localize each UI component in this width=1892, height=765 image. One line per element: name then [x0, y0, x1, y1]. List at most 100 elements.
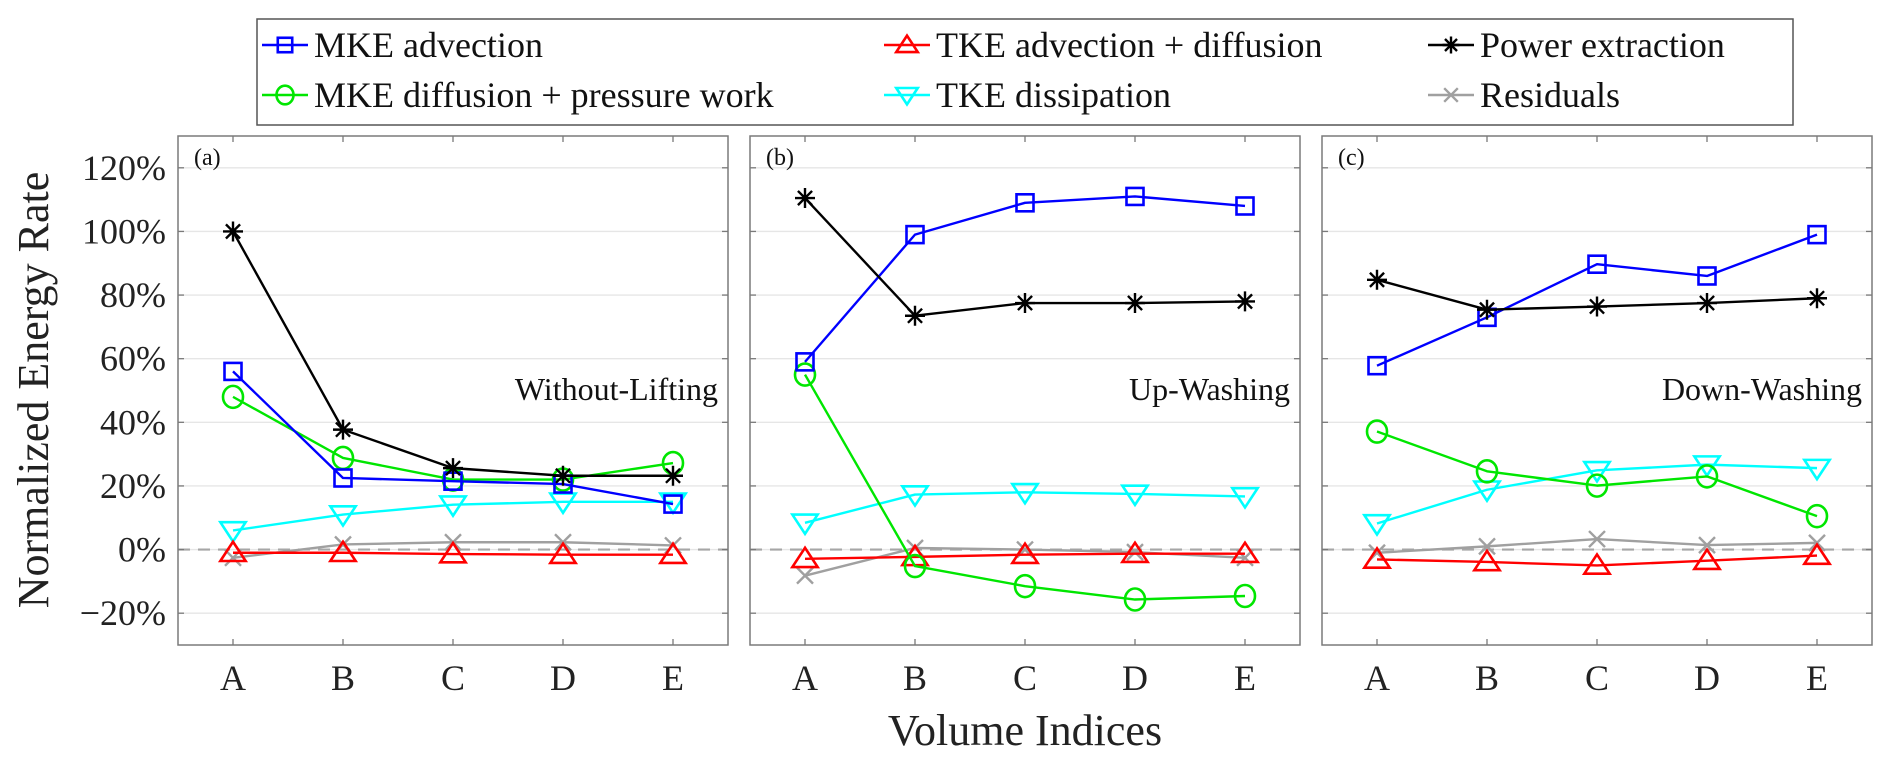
- data-point: [789, 545, 821, 569]
- data-point: [1013, 573, 1037, 599]
- data-point: [1475, 459, 1499, 484]
- series-power: [1367, 269, 1827, 320]
- data-point: [1233, 583, 1257, 609]
- data-point: [1365, 419, 1389, 444]
- data-point: [1801, 458, 1833, 482]
- legend-entry-tke-adv: TKE advection + diffusion: [884, 25, 1323, 65]
- y-tick-label: 60%: [100, 339, 166, 379]
- data-point: [1477, 299, 1497, 320]
- x-tick-label: C: [441, 658, 465, 698]
- x-tick-label: C: [1013, 658, 1037, 698]
- data-point: [1015, 293, 1035, 314]
- series-line: [232, 370, 674, 506]
- data-point: [1119, 540, 1151, 564]
- data-point: [796, 566, 814, 585]
- data-point: [333, 468, 353, 488]
- x-tick-label: E: [1234, 658, 1256, 698]
- legend-entry-mke-diff: MKE diffusion + pressure work: [262, 75, 774, 115]
- legend: MKE advection TKE advection + diffusion Po…: [256, 18, 1794, 126]
- data-point: [663, 465, 683, 486]
- y-tick-label: 100%: [82, 211, 166, 251]
- data-point: [1471, 548, 1503, 572]
- legend-label: Residuals: [1480, 75, 1620, 115]
- data-point: [1229, 540, 1261, 564]
- y-tick-label: 40%: [100, 402, 166, 442]
- data-point: [1807, 288, 1827, 309]
- data-point: [903, 553, 927, 579]
- panel-title: Down-Washing: [1662, 371, 1862, 407]
- data-point: [663, 494, 683, 514]
- series-line: [1376, 463, 1818, 525]
- data-point: [327, 539, 359, 563]
- data-point: [1691, 455, 1723, 478]
- series-mke-diff: [793, 362, 1257, 612]
- data-point: [217, 520, 249, 544]
- data-point: [1581, 460, 1613, 484]
- series-power: [223, 221, 683, 486]
- data-point: [437, 495, 469, 519]
- data-point: [1367, 355, 1387, 376]
- series-line: [1376, 554, 1818, 567]
- legend-label: MKE advection: [314, 25, 543, 65]
- series-line: [803, 373, 1246, 601]
- legend-entry-residuals: Residuals: [1428, 75, 1620, 115]
- y-tick-label: 120%: [82, 148, 166, 188]
- data-point: [1587, 296, 1607, 317]
- x-tick-label: A: [1364, 658, 1390, 698]
- data-point: [1125, 186, 1145, 207]
- data-point: [1588, 530, 1606, 548]
- data-point: [1229, 486, 1261, 510]
- legend-label: TKE advection + diffusion: [936, 25, 1323, 65]
- plot-area: [750, 136, 1300, 645]
- data-point: [1126, 543, 1144, 561]
- legend-square-icon: [276, 36, 294, 54]
- data-point: [1367, 269, 1387, 290]
- x-axis-title: Volume Indices: [888, 706, 1162, 755]
- data-point: [795, 352, 815, 372]
- series-power: [795, 188, 1255, 326]
- data-point: [1695, 464, 1719, 489]
- x-tick-label: C: [1585, 658, 1609, 698]
- x-tick-label: D: [1694, 658, 1720, 698]
- y-tick-label: 0%: [118, 530, 166, 570]
- series-mke-diff: [1365, 419, 1829, 529]
- data-point: [657, 541, 689, 565]
- series-line: [232, 500, 673, 532]
- y-tick-label: 80%: [100, 275, 166, 315]
- data-point: [1698, 536, 1716, 554]
- panel-c: A B C D E (c) Down-Washing: [1321, 135, 1873, 698]
- series-tke-adv: [1361, 542, 1833, 576]
- series-tke-adv: [217, 539, 689, 565]
- data-point: [795, 188, 815, 209]
- x-tick-label: B: [331, 658, 355, 698]
- y-tick-label: 20%: [100, 466, 166, 506]
- x-tick-label: A: [220, 658, 246, 698]
- data-point: [553, 465, 573, 486]
- legend-triangle-down-icon: [893, 86, 921, 107]
- data-point: [1587, 254, 1607, 275]
- data-point: [223, 361, 243, 382]
- data-point: [1123, 587, 1147, 612]
- panel-title: Up-Washing: [1129, 371, 1290, 407]
- data-point: [905, 305, 925, 326]
- data-point: [547, 541, 579, 565]
- data-point: [1691, 547, 1723, 571]
- plot-area: [178, 136, 728, 645]
- legend-asterisk-icon: [1442, 36, 1460, 54]
- data-point: [327, 505, 359, 528]
- data-point: [1015, 193, 1035, 213]
- x-tick-label: E: [662, 658, 684, 698]
- x-tick-label: D: [550, 658, 576, 698]
- data-point: [1801, 542, 1833, 566]
- legend-entry-power: Power extraction: [1428, 25, 1725, 65]
- panel-b: A B C D E (b) Up-Washing: [749, 135, 1301, 698]
- series-tke-diss: [217, 492, 689, 544]
- data-point: [1009, 482, 1041, 506]
- data-point: [1125, 293, 1145, 314]
- legend-box: [256, 18, 1794, 126]
- data-point: [1581, 552, 1613, 576]
- series-line: [1376, 233, 1818, 367]
- data-point: [899, 484, 931, 508]
- data-point: [789, 513, 821, 537]
